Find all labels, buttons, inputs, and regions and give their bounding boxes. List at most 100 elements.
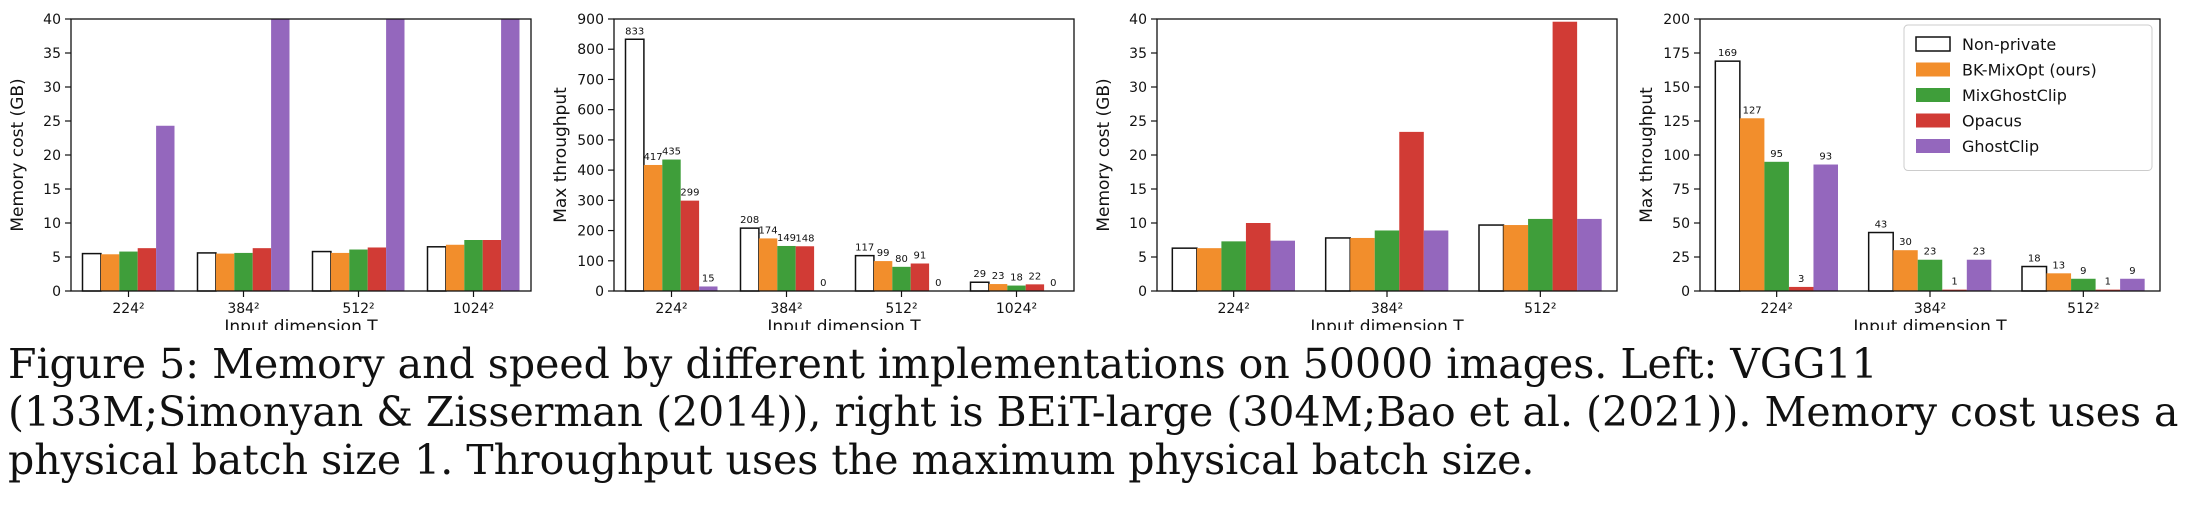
bar (680, 200, 700, 291)
data-label: 23 (992, 271, 1005, 282)
bar (137, 248, 157, 291)
y-tick-label: 800 (577, 42, 604, 58)
bar (1423, 230, 1449, 291)
bar (1350, 237, 1375, 291)
bar (1478, 224, 1505, 292)
y-tick-label: 30 (43, 80, 61, 96)
data-label: 117 (855, 243, 874, 254)
y-tick-label: 500 (577, 133, 604, 149)
y-tick-label: 25 (43, 114, 61, 130)
bar (795, 246, 815, 291)
bar (1324, 237, 1351, 292)
y-tick-label: 0 (1681, 284, 1690, 300)
y-tick-label: 40 (1129, 12, 1147, 28)
bar (1714, 60, 1741, 292)
bar (1577, 218, 1602, 291)
bar (910, 263, 930, 291)
legend-label: Opacus (1962, 112, 2022, 131)
bar (386, 19, 405, 291)
x-tick-label: 512² (342, 301, 374, 317)
x-tick-label: 224² (1760, 301, 1792, 317)
legend-swatch (1916, 88, 1950, 102)
bar (1764, 161, 1789, 291)
bar (1270, 240, 1295, 291)
bar (2046, 273, 2072, 291)
data-label: 3 (1798, 274, 1804, 285)
y-tick-label: 100 (1663, 148, 1690, 164)
y-tick-label: 75 (1672, 182, 1690, 198)
bar (1893, 250, 1918, 291)
y-tick-label: 15 (43, 182, 61, 198)
figure-caption: Figure 5: Memory and speed by different … (8, 340, 2188, 484)
legend-label: BK-MixOpt (ours) (1962, 61, 2097, 80)
bar (739, 227, 760, 292)
x-tick-label: 384² (1914, 301, 1946, 317)
data-label: 91 (914, 251, 927, 262)
bar (367, 247, 387, 291)
y-axis-title: Memory cost (GB) (8, 78, 28, 231)
data-label: 80 (895, 254, 908, 265)
data-label: 0 (820, 278, 826, 289)
y-tick-label: 200 (1663, 12, 1690, 28)
data-label: 15 (702, 273, 715, 284)
bar (1917, 259, 1943, 291)
data-label: 95 (1770, 149, 1783, 160)
data-label: 1 (1951, 277, 1957, 288)
data-label: 208 (740, 215, 759, 226)
y-tick-label: 700 (577, 72, 604, 88)
data-label: 30 (1899, 237, 1912, 248)
bar (1867, 231, 1894, 292)
y-tick-label: 30 (1129, 80, 1147, 96)
x-tick-label: 1024² (996, 301, 1037, 317)
bar (758, 238, 778, 291)
data-label: 18 (2028, 254, 2041, 265)
data-label: 99 (877, 248, 890, 259)
y-tick-label: 20 (1129, 148, 1147, 164)
x-tick-label: 224² (112, 301, 144, 317)
y-tick-label: 125 (1663, 114, 1690, 130)
x-tick-label: 512² (2067, 301, 2099, 317)
y-tick-label: 35 (1129, 46, 1147, 62)
legend-swatch (1916, 62, 1950, 77)
bar (892, 266, 911, 291)
bar (1813, 164, 1838, 291)
bar (624, 38, 645, 292)
y-tick-label: 5 (52, 250, 61, 266)
legend-label: MixGhostClip (1962, 86, 2067, 105)
caption-text: Memory and speed by different implementa… (8, 340, 2179, 484)
bar (2120, 278, 2145, 291)
bar (215, 253, 235, 291)
bar (100, 254, 120, 291)
y-tick-label: 50 (1672, 216, 1690, 232)
x-tick-label: 384² (227, 301, 259, 317)
legend: Non-private BK-MixOpt (ours) MixGhostClip O… (1903, 24, 2153, 171)
data-label: 435 (662, 147, 681, 158)
data-label: 149 (777, 233, 796, 244)
y-tick-label: 900 (577, 12, 604, 28)
bar (1171, 247, 1198, 292)
bar (1503, 225, 1529, 291)
data-label: 0 (935, 278, 941, 289)
x-tick-label: 384² (770, 301, 802, 317)
y-tick-label: 150 (1663, 80, 1690, 96)
bar (1245, 223, 1271, 291)
bar (482, 240, 502, 291)
bar (196, 252, 217, 292)
y-tick-label: 400 (577, 163, 604, 179)
bar (330, 252, 350, 291)
bar (1942, 289, 1967, 291)
y-tick-label: 15 (1129, 182, 1147, 198)
data-label: 13 (2052, 260, 2065, 271)
data-label: 299 (680, 188, 699, 199)
y-axis-title: Max throughput (1637, 87, 1657, 223)
bar (2071, 278, 2096, 291)
bar (988, 284, 1008, 291)
bar (252, 248, 272, 291)
bar (1007, 285, 1026, 291)
bar (119, 251, 138, 291)
bar (643, 164, 663, 291)
data-label: 833 (625, 26, 644, 37)
y-tick-label: 0 (595, 284, 604, 300)
bar (81, 252, 102, 292)
